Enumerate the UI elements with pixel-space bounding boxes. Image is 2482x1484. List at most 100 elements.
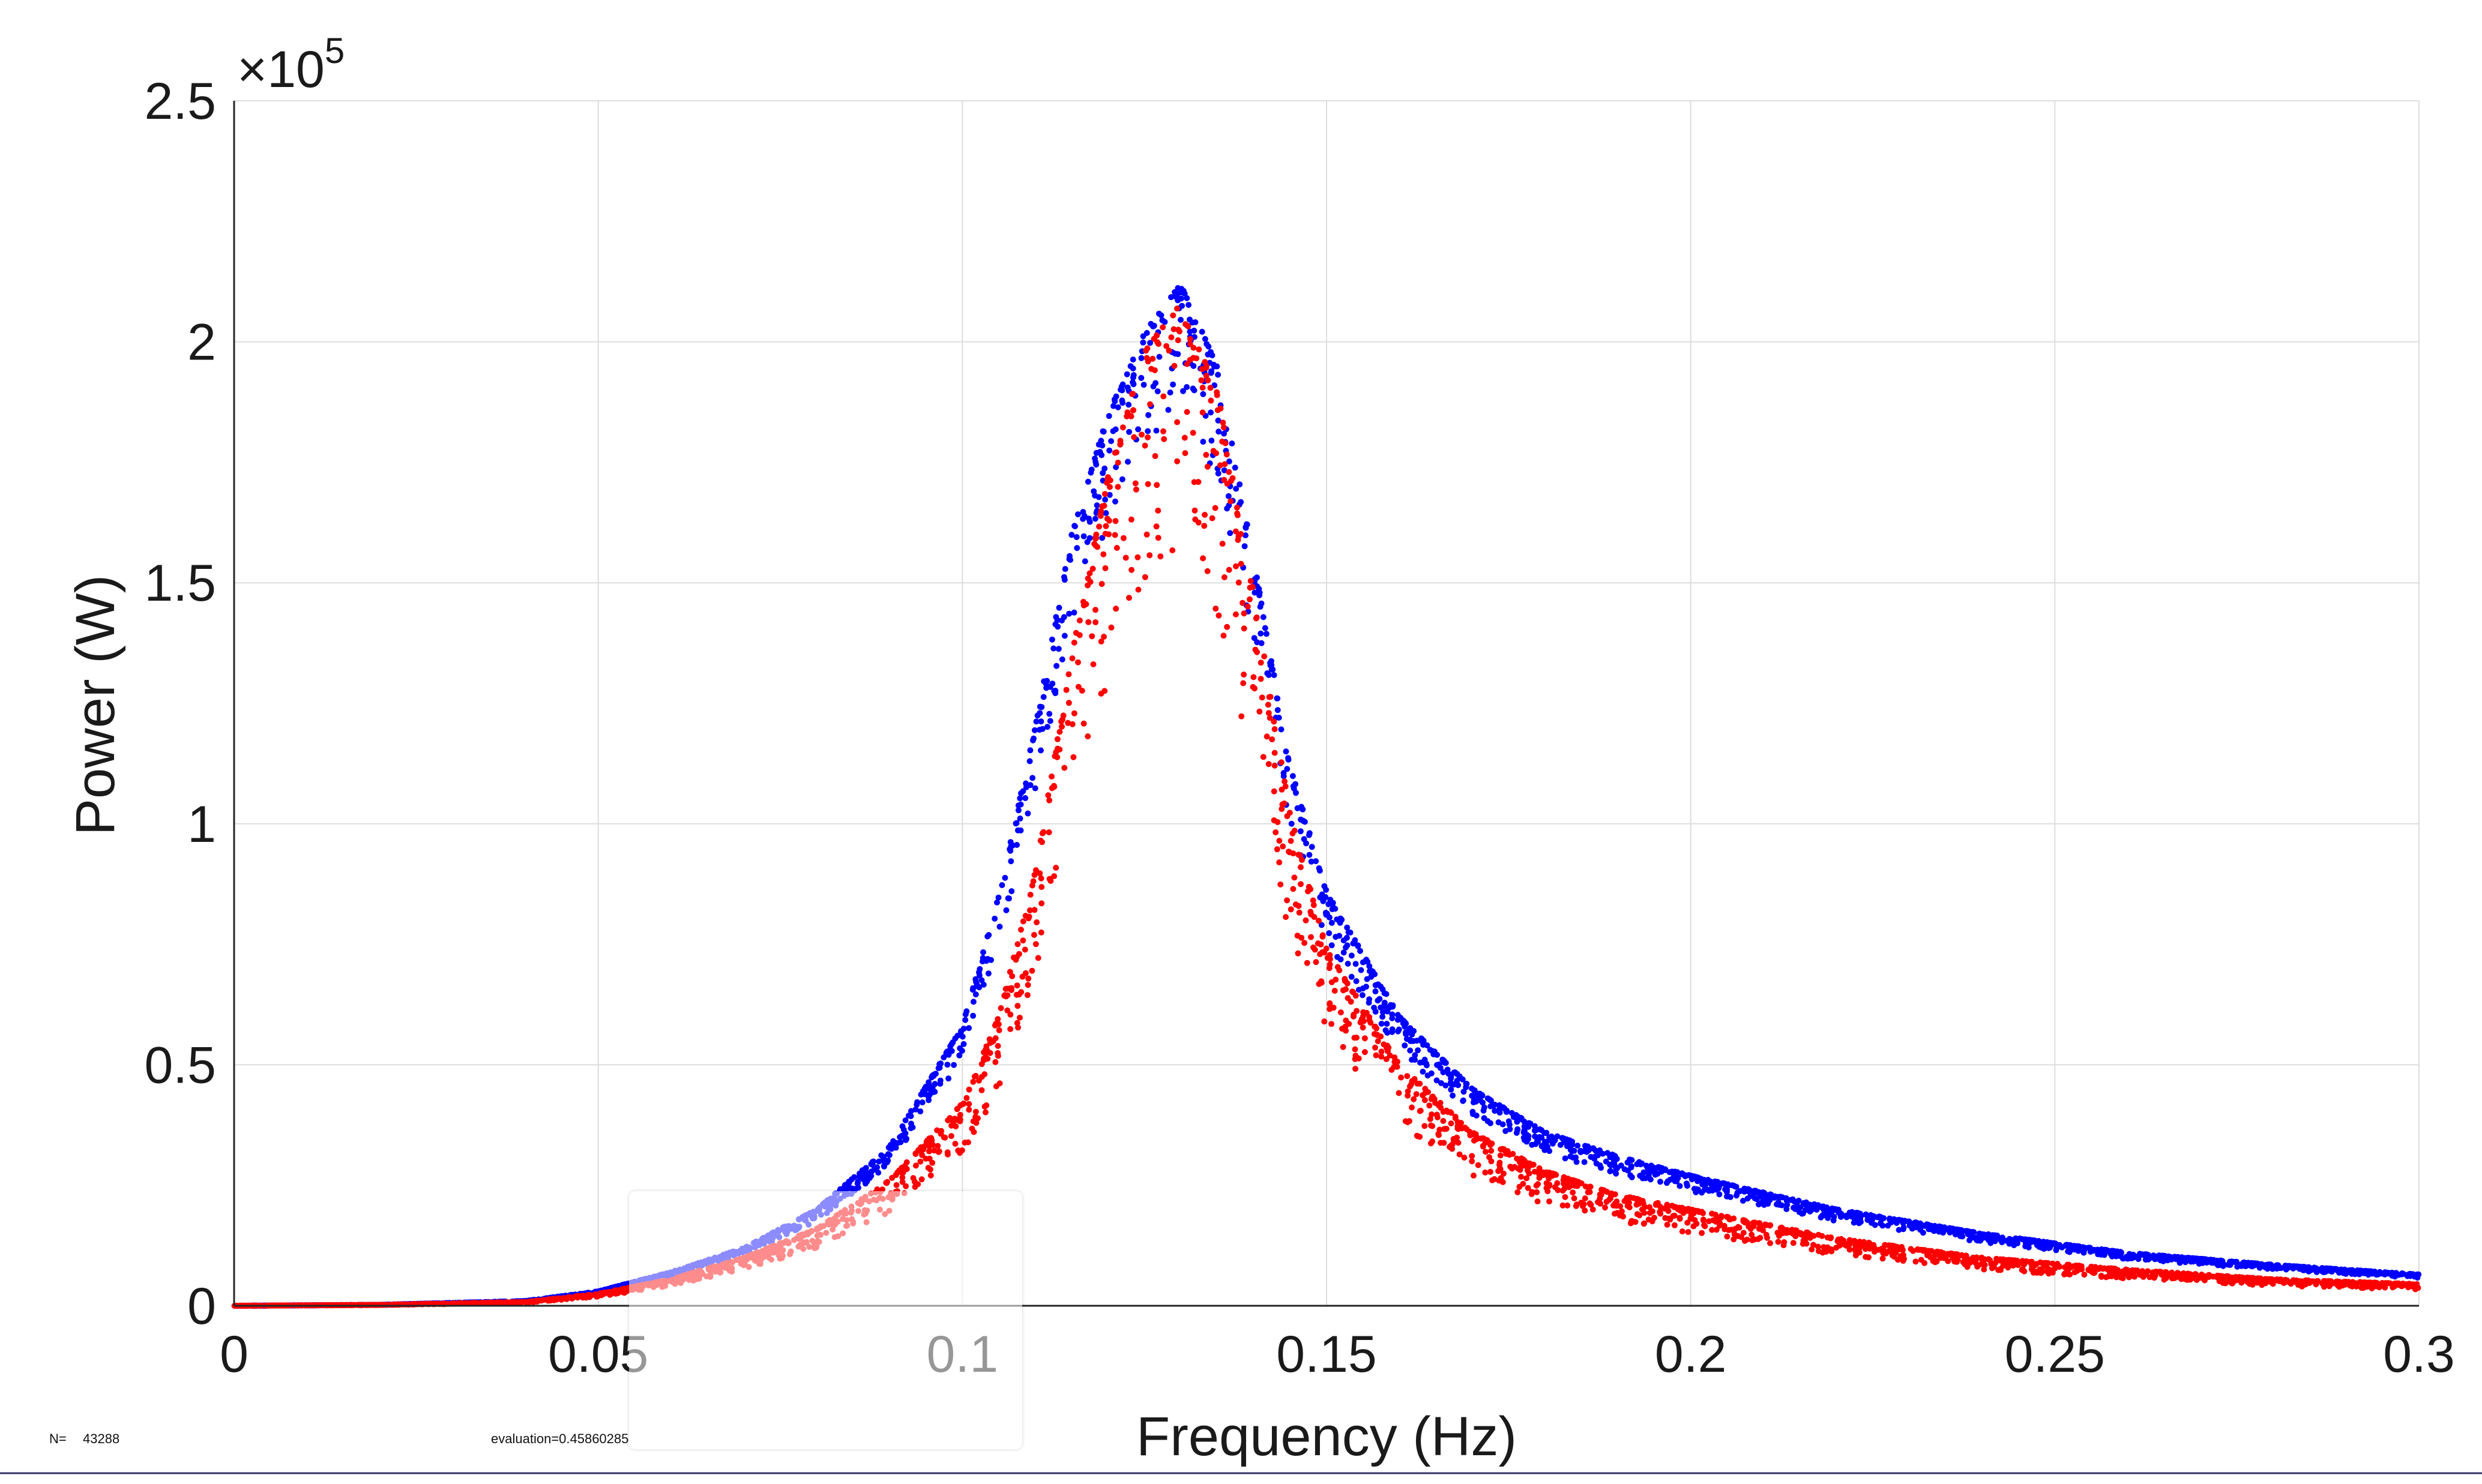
scatter-point [1358,967,1364,973]
scatter-point [2062,1270,2068,1277]
scatter-point [1889,1252,1896,1258]
scatter-point [1101,688,1108,694]
scatter-point [2247,1275,2253,1281]
scatter-point [1626,1200,1632,1206]
scatter-point [1402,1042,1408,1049]
scatter-point [1384,1042,1391,1049]
scatter-point [1409,1104,1415,1111]
scatter-point [1612,1191,1618,1198]
scatter-point [1110,428,1116,434]
scatter-point [1383,1056,1390,1062]
scatter-point [1100,470,1106,476]
scatter-point [1160,324,1166,331]
scatter-point [1573,1159,1580,1165]
scatter-point [2081,1272,2088,1278]
scatter-point [1351,1013,1357,1020]
scatter-point [1022,795,1029,801]
scatter-point [955,1147,962,1154]
scatter-point [1163,343,1170,349]
scatter-point [899,1132,905,1139]
scatter-point [1394,1017,1401,1023]
scatter-point [1557,1141,1564,1148]
scatter-point [1647,1176,1654,1183]
scatter-point [2376,1269,2383,1275]
scatter-point [1521,1127,1528,1134]
scatter-point [1403,1036,1410,1042]
scatter-point [2126,1251,2133,1257]
scatter-point [966,1086,972,1093]
scatter-point [1038,747,1044,754]
scatter-point [2276,1264,2283,1271]
scatter-point [1145,434,1151,440]
scatter-point [1483,1137,1489,1143]
scatter-point [1763,1231,1770,1238]
scatter-point [1149,355,1156,362]
scatter-point [936,1065,943,1071]
scatter-point [1709,1227,1715,1233]
scatter-point [1301,940,1308,946]
scatter-point [1455,1126,1462,1132]
scatter-point [1417,1059,1423,1066]
scatter-point [2011,1242,2017,1249]
scatter-point [927,1166,933,1173]
scatter-point [1340,949,1347,956]
scatter-point [1250,674,1257,680]
scatter-point [902,1117,909,1123]
scatter-point [1573,1203,1579,1209]
scatter-point [1971,1229,1977,1236]
scatter-point [1716,1191,1723,1198]
scatter-point [976,969,982,976]
scatter-point [1153,427,1160,434]
scatter-point [1243,532,1249,539]
scatter-point [937,1077,944,1084]
scatter-point [1199,409,1206,416]
scatter-point [917,1158,924,1165]
scatter-point [2233,1258,2240,1265]
scatter-point [1469,1111,1476,1117]
scatter-point [1775,1239,1782,1245]
scatter-point [1226,469,1232,475]
scatter-point [1733,1183,1740,1190]
scatter-point [1113,605,1119,612]
scatter-point [1046,797,1053,804]
scatter-point [2085,1245,2092,1251]
scatter-point [883,1179,890,1186]
scatter-point [1607,1161,1613,1168]
scatter-point [1396,1090,1402,1096]
scatter-point [1258,630,1264,637]
scatter-point [1285,755,1291,762]
scatter-point [1049,774,1055,780]
scatter-point [1310,902,1317,909]
scatter-point [999,882,1005,888]
scatter-point [1274,846,1280,853]
scatter-point [1343,1017,1349,1024]
scatter-point [879,1186,886,1193]
scatter-point [1349,988,1355,995]
scatter-point [855,1179,861,1185]
scatter-point [1098,581,1105,587]
scatter-point [1032,941,1039,948]
scatter-point [1753,1196,1760,1203]
scatter-point [1200,555,1206,562]
scatter-point [1345,929,1352,936]
scatter-point [984,1056,991,1062]
scatter-point [1008,858,1014,865]
scatter-point [1326,930,1333,937]
scatter-point [1208,437,1215,444]
scatter-point [1232,528,1239,535]
scatter-point [1018,989,1025,996]
scatter-point [1757,1234,1764,1241]
scatter-point [1102,496,1109,503]
scatter-point [1055,646,1062,652]
scatter-point [1679,1228,1685,1235]
scatter-point [1586,1183,1593,1190]
scatter-point [1298,816,1304,823]
scatter-point [1326,914,1333,921]
scatter-point [1981,1266,1987,1273]
scatter-point [1933,1258,1940,1265]
grid-lines [234,100,2420,1306]
scatter-point [1147,401,1153,407]
scatter-point [994,899,1000,906]
scatter-point [2310,1266,2317,1272]
scatter-point [908,1113,914,1119]
